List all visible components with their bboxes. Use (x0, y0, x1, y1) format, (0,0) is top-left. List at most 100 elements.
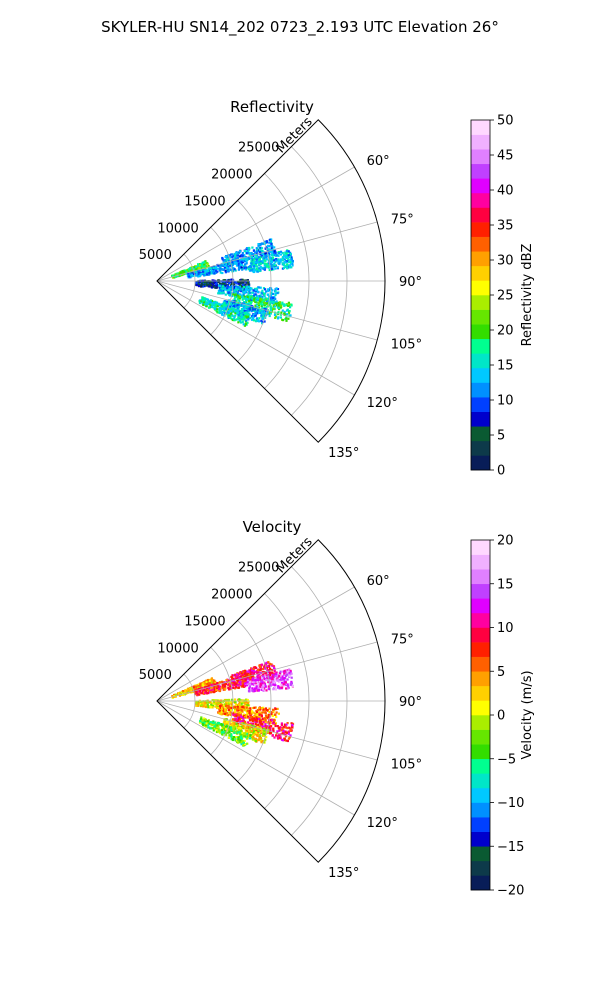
echo-cell (214, 685, 217, 688)
echo-cell (205, 261, 208, 265)
echo-cell (260, 247, 264, 250)
echo-cell (290, 722, 293, 725)
echo-cell (222, 712, 225, 715)
echo-cell (216, 270, 219, 273)
echo-cell (291, 262, 294, 266)
echo-cell (240, 702, 243, 705)
echo-cell (243, 734, 246, 737)
echo-cell (286, 722, 289, 725)
colorbar-segment (471, 860, 490, 876)
echo-cell (259, 726, 262, 729)
echo-cell (241, 710, 244, 713)
echo-cell (263, 293, 266, 296)
echo-cell (198, 690, 201, 693)
echo-cell (258, 267, 261, 270)
echo-cell (193, 689, 196, 692)
echo-cell (225, 300, 228, 303)
echo-cell (219, 271, 222, 274)
echo-cell (270, 243, 273, 246)
echo-cell (287, 304, 290, 307)
echo-cell (222, 268, 226, 271)
echo-cell (201, 283, 205, 287)
echo-cell (275, 257, 278, 261)
echo-cell (252, 681, 255, 684)
echo-cell (279, 313, 282, 316)
echo-cell (241, 733, 244, 736)
angular-tick-label: 120° (367, 396, 398, 411)
echo-cell (246, 313, 249, 316)
echo-cell (250, 688, 253, 691)
echo-cell (218, 307, 221, 310)
colorbar-segment (471, 875, 490, 891)
echo-cell (198, 285, 201, 288)
colorbar-segment (471, 700, 490, 716)
echo-cell (288, 255, 291, 258)
echo-cell (265, 256, 268, 259)
echo-cell (240, 304, 243, 307)
colorbar-segment (471, 656, 490, 672)
echo-cell (228, 262, 231, 265)
echo-cell (217, 706, 220, 709)
radial-tick-label: 15000 (184, 194, 225, 209)
echo-cell (247, 700, 250, 703)
echo-cell (230, 702, 233, 705)
echo-cell (252, 260, 255, 263)
echo-cell (227, 723, 230, 726)
echo-cell (233, 725, 236, 728)
echo-cell (202, 303, 205, 306)
echo-cell (272, 711, 275, 714)
echo-cell (250, 291, 253, 294)
echo-cell (200, 692, 203, 695)
colorbar-segment (471, 251, 490, 267)
echo-cell (223, 729, 226, 732)
echo-cell (232, 317, 236, 320)
echo-cell (268, 729, 271, 732)
echo-cell (251, 268, 254, 271)
echo-cells (171, 238, 294, 327)
echo-cell (272, 665, 275, 668)
echo-cell (259, 682, 262, 685)
echo-cell (217, 292, 220, 295)
echo-cell (247, 318, 250, 321)
echo-cell (208, 273, 211, 276)
echo-cell (201, 269, 205, 272)
echo-cell (267, 299, 270, 302)
echo-cell (275, 287, 278, 290)
echo-cell (204, 263, 207, 266)
echo-cell (286, 260, 289, 263)
echo-cell (233, 315, 236, 318)
echo-cell (265, 265, 268, 268)
echo-cell (275, 304, 278, 307)
echo-cell (238, 680, 241, 683)
echo-cell (245, 698, 248, 701)
echo-cell (199, 703, 202, 706)
echo-cell (219, 266, 222, 270)
echo-cell (247, 246, 251, 250)
echo-cell (218, 688, 221, 691)
colorbar-segment (471, 324, 490, 340)
echo-cell (224, 721, 227, 724)
echo-cell (268, 258, 272, 261)
echo-cell (202, 285, 205, 288)
radial-tick-label: 5000 (139, 668, 172, 683)
echo-cell (256, 674, 259, 677)
echo-cell (218, 681, 221, 684)
echo-cell (200, 716, 203, 719)
echo-cell (266, 310, 269, 313)
echo-cell (282, 264, 286, 267)
echo-cell (222, 720, 226, 723)
echo-cell (195, 266, 198, 269)
colorbar-segment (471, 569, 490, 585)
echo-cell (209, 284, 212, 287)
colorbar-segment (471, 367, 490, 383)
echo-cell (254, 687, 257, 690)
echo-cell (232, 730, 235, 733)
echo-cell (289, 673, 292, 677)
echo-cell (229, 291, 232, 294)
echo-cell (238, 265, 241, 269)
echo-cell (250, 716, 253, 719)
echo-cell (286, 683, 289, 686)
echo-cell (214, 727, 217, 730)
echo-cell (231, 253, 234, 256)
echo-cell (225, 263, 228, 266)
